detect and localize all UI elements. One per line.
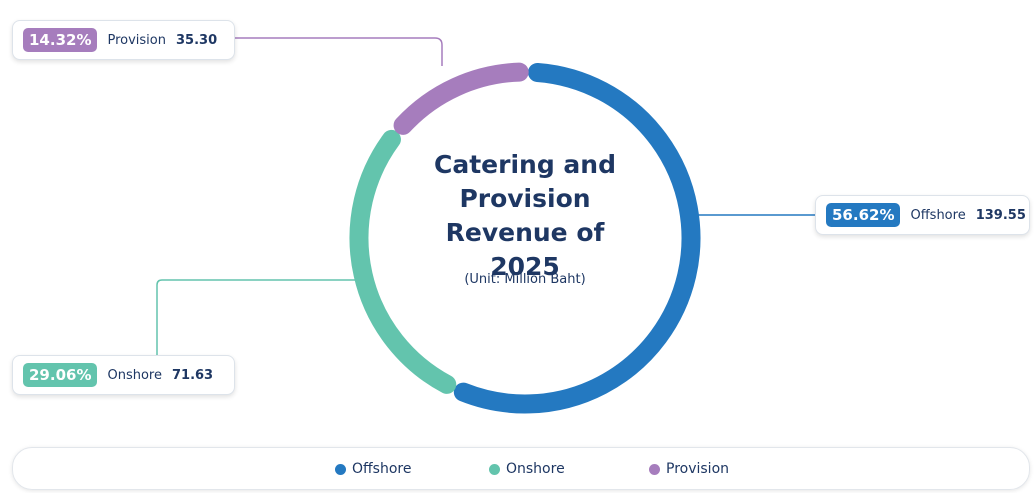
value-label: 139.55 xyxy=(975,207,1026,223)
value-label: 35.30 xyxy=(176,32,218,48)
legend: Offshore Onshore Provision xyxy=(12,447,1030,490)
category-label: Provision xyxy=(107,32,166,48)
legend-label: Offshore xyxy=(352,461,412,477)
category-label: Onshore xyxy=(107,367,162,383)
leader-line xyxy=(235,37,443,66)
legend-swatch xyxy=(649,463,660,475)
percentage-label: 29.06% xyxy=(23,363,98,387)
legend-swatch xyxy=(489,463,500,475)
donut-slice xyxy=(393,62,529,135)
callout: 14.32% Provision 35.30 xyxy=(12,20,235,60)
chart-title: Catering and Provision Revenue of 2025 xyxy=(434,150,616,281)
donut-slice xyxy=(453,62,701,414)
legend-label: Provision xyxy=(666,461,730,477)
percentage-label: 56.62% xyxy=(826,203,901,227)
legend-swatch xyxy=(335,463,346,475)
leader-line xyxy=(156,279,362,355)
donut-slice xyxy=(349,129,457,394)
callout: 56.62% Offshore 139.55 xyxy=(815,195,1030,235)
value-label: 71.63 xyxy=(171,367,214,383)
legend-label: Onshore xyxy=(506,461,565,477)
legend-item: Provision xyxy=(649,461,729,477)
category-label: Offshore xyxy=(910,207,966,223)
callout: 29.06% Onshore 71.63 xyxy=(12,355,235,395)
chart-subtitle: (Unit: Million Baht) xyxy=(464,272,586,287)
percentage-label: 14.32% xyxy=(23,28,98,52)
legend-item: Offshore xyxy=(335,461,411,477)
legend-item: Onshore xyxy=(489,461,565,477)
